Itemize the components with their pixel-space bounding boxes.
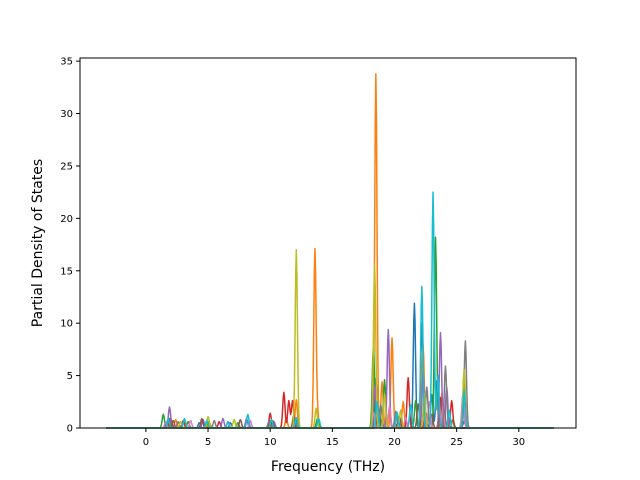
y-tick-label: 0 bbox=[67, 424, 73, 435]
x-tick-label: 5 bbox=[205, 437, 211, 448]
x-tick-label: 20 bbox=[388, 437, 401, 448]
y-tick-label: 5 bbox=[67, 371, 73, 382]
x-tick-label: 15 bbox=[326, 437, 339, 448]
series-line-2 bbox=[105, 72, 554, 429]
series-line-1 bbox=[105, 302, 554, 429]
y-axis: 0 5 10 15 20 25 30 35 bbox=[60, 57, 80, 435]
y-tick-label: 30 bbox=[60, 109, 73, 120]
y-tick-label: 20 bbox=[60, 214, 73, 225]
series-line-10 bbox=[105, 191, 554, 429]
series-line-7 bbox=[105, 393, 554, 429]
x-tick-label: 25 bbox=[450, 437, 463, 448]
x-tick-label: 10 bbox=[264, 437, 277, 448]
x-tick-label: 0 bbox=[143, 437, 149, 448]
y-tick-label: 15 bbox=[60, 266, 73, 277]
series-line-6 bbox=[105, 403, 554, 429]
y-axis-label: Partial Density of States bbox=[30, 159, 46, 327]
series-line-9 bbox=[105, 249, 554, 429]
x-axis: 0 5 10 15 20 25 30 bbox=[143, 428, 525, 448]
y-tick-label: 25 bbox=[60, 161, 73, 172]
x-axis-label: Frequency (THz) bbox=[271, 459, 385, 475]
series-line-5 bbox=[105, 328, 554, 429]
y-tick-label: 35 bbox=[60, 57, 73, 68]
x-tick-label: 30 bbox=[512, 437, 525, 448]
series-line-8 bbox=[105, 340, 554, 429]
series-line-3 bbox=[105, 236, 554, 429]
plot-frame bbox=[79, 57, 577, 429]
y-tick-label: 10 bbox=[60, 319, 73, 330]
series-layer bbox=[105, 72, 554, 429]
